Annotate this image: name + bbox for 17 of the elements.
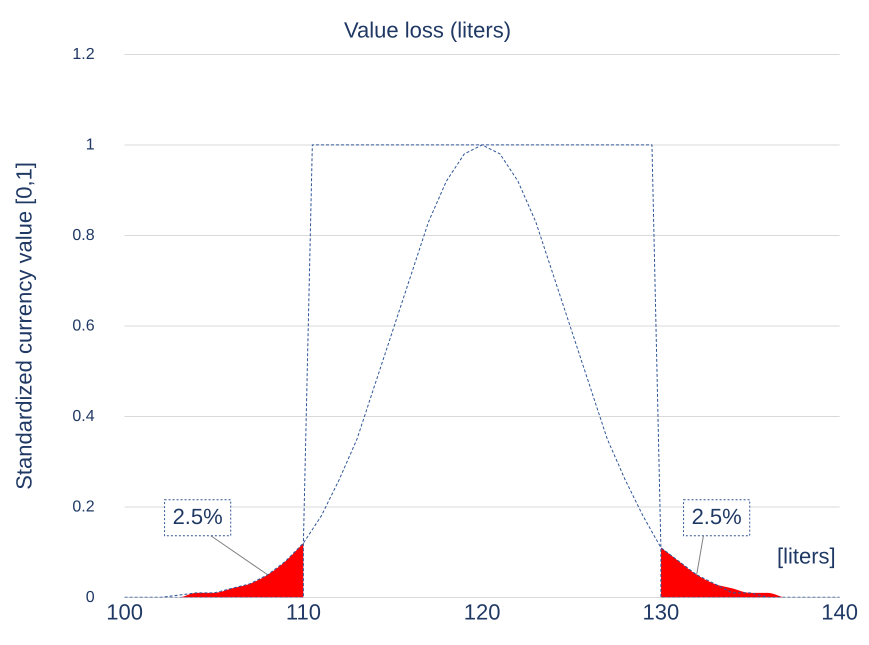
y-tick-label: 0 xyxy=(86,588,95,606)
x-tick-label: 120 xyxy=(464,600,501,625)
chart-title: Value loss (liters) xyxy=(344,17,512,42)
y-axis-title: Standardized currency value [0,1] xyxy=(11,162,36,490)
y-tick-label: 0.4 xyxy=(72,408,95,425)
x-tick-label: 110 xyxy=(286,600,321,625)
x-tick-label: 100 xyxy=(106,600,143,625)
y-tick-label: 0.8 xyxy=(72,226,95,244)
annotation: [liters] xyxy=(776,543,836,568)
y-tick-label: 0.2 xyxy=(72,498,95,516)
x-tick-label: 140 xyxy=(821,600,858,625)
y-tick-label: 1 xyxy=(86,136,95,154)
y-tick-label: 1.2 xyxy=(72,46,95,63)
x-tick-label: 130 xyxy=(642,600,680,625)
y-tick-label: 0.6 xyxy=(72,317,95,334)
annotation: 2.5% xyxy=(172,504,223,529)
annotation: 2.5% xyxy=(692,504,742,529)
